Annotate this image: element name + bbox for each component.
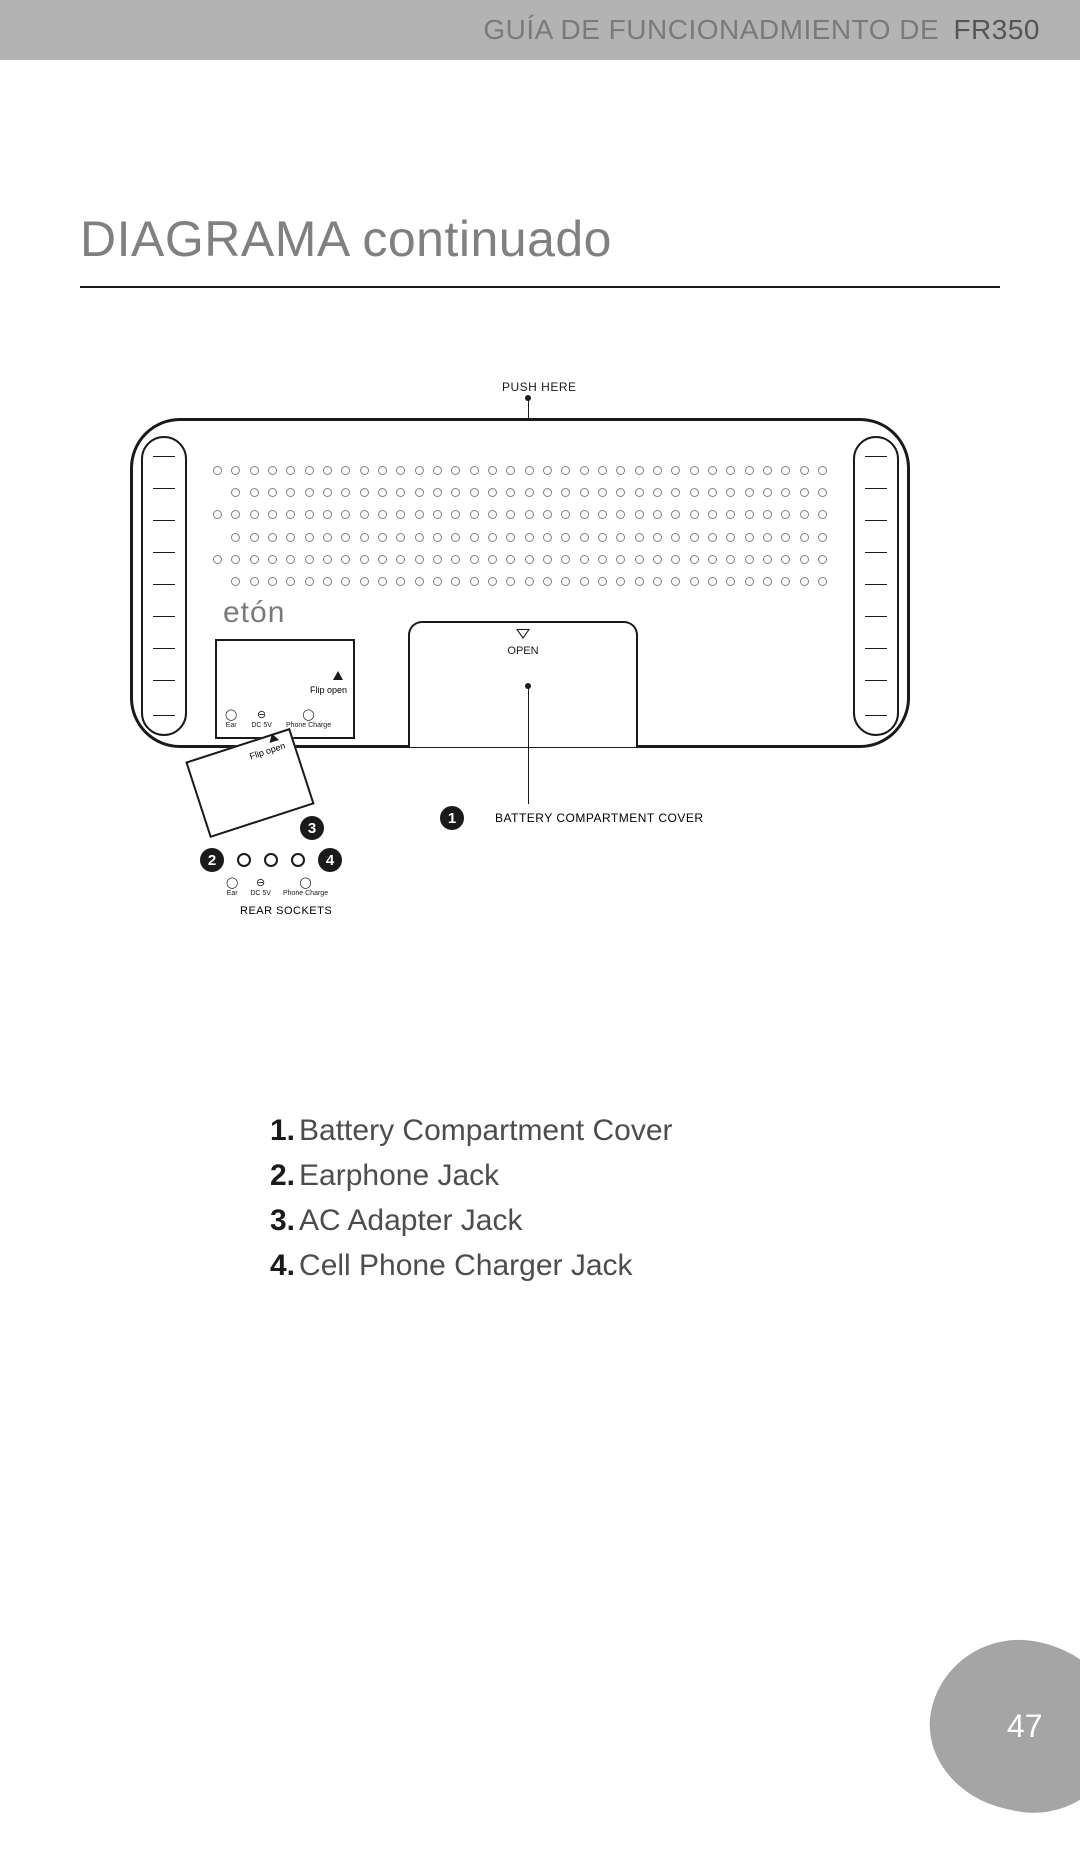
legend: 1.Battery Compartment Cover 2.Earphone J…: [270, 1108, 1080, 1288]
header-text: GUÍA DE FUNCIONADMIENTO DE FR350: [483, 14, 1040, 46]
header-prefix: GUÍA DE FUNCIONADMIENTO DE: [483, 14, 939, 45]
callout-4: 4: [318, 848, 342, 872]
dc-jack-icon: ⊖DC 5V: [251, 710, 272, 729]
page-number-pebble: 47: [914, 1623, 1080, 1829]
phone-jack-icon: ◯Phone Charge: [286, 710, 331, 729]
battery-leader: [528, 686, 529, 804]
push-here-label: PUSH HERE: [502, 380, 577, 394]
open-arrow-icon: [516, 629, 530, 639]
bumper-right: [853, 436, 899, 736]
diagram: PUSH HERE etón OPEN: [130, 388, 950, 948]
phone-jack-label: ◯Phone Charge: [283, 878, 328, 897]
legend-item: 1.Battery Compartment Cover: [270, 1108, 1080, 1153]
battery-notch: OPEN: [408, 621, 638, 747]
dc-jack-label: ⊖DC 5V: [250, 878, 271, 897]
callout-3: 3: [300, 816, 324, 840]
title-rule: [80, 286, 1000, 288]
rear-sockets-row: 2 4: [200, 848, 342, 872]
device-body: etón OPEN Flip open ◯Ear ⊖DC 5V ◯Phone C…: [130, 418, 910, 748]
rear-sockets-caption: REAR SOCKETS: [240, 905, 332, 917]
battery-cover-caption: BATTERY COMPARTMENT COVER: [495, 811, 704, 825]
legend-item: 3.AC Adapter Jack: [270, 1198, 1080, 1243]
bumper-left: [141, 436, 187, 736]
flip-arrow-icon: [333, 671, 343, 680]
speaker-grill: [213, 466, 827, 586]
page-number: 47: [1007, 1708, 1043, 1745]
header-model: FR350: [953, 14, 1040, 45]
socket-panel: Flip open ◯Ear ⊖DC 5V ◯Phone Charge: [215, 639, 355, 739]
socket-hole: [237, 853, 251, 867]
ear-jack-label: ◯Ear: [226, 878, 238, 897]
legend-item: 4.Cell Phone Charger Jack: [270, 1243, 1080, 1288]
socket-hole: [291, 853, 305, 867]
legend-item: 2.Earphone Jack: [270, 1153, 1080, 1198]
brand-label: etón: [223, 596, 285, 630]
flip-open-label-flap: Flip open: [248, 741, 286, 762]
callout-2: 2: [200, 848, 224, 872]
open-label: OPEN: [507, 645, 538, 657]
socket-hole: [264, 853, 278, 867]
page-title: DIAGRAMA continuado: [80, 210, 1000, 268]
callout-1: 1: [440, 806, 464, 830]
header-bar: GUÍA DE FUNCIONADMIENTO DE FR350: [0, 0, 1080, 60]
rear-sockets-labels: ◯Ear ⊖DC 5V ◯Phone Charge: [226, 878, 328, 897]
ear-jack-icon: ◯Ear: [225, 710, 237, 729]
flip-open-label: Flip open: [310, 685, 347, 695]
